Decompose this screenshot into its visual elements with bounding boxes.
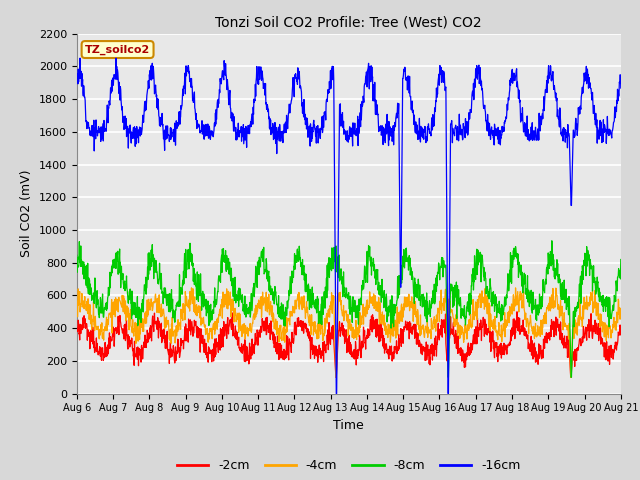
X-axis label: Time: Time	[333, 419, 364, 432]
Title: Tonzi Soil CO2 Profile: Tree (West) CO2: Tonzi Soil CO2 Profile: Tree (West) CO2	[216, 16, 482, 30]
Text: TZ_soilco2: TZ_soilco2	[85, 44, 150, 55]
Y-axis label: Soil CO2 (mV): Soil CO2 (mV)	[20, 170, 33, 257]
Legend: -2cm, -4cm, -8cm, -16cm: -2cm, -4cm, -8cm, -16cm	[172, 455, 526, 477]
